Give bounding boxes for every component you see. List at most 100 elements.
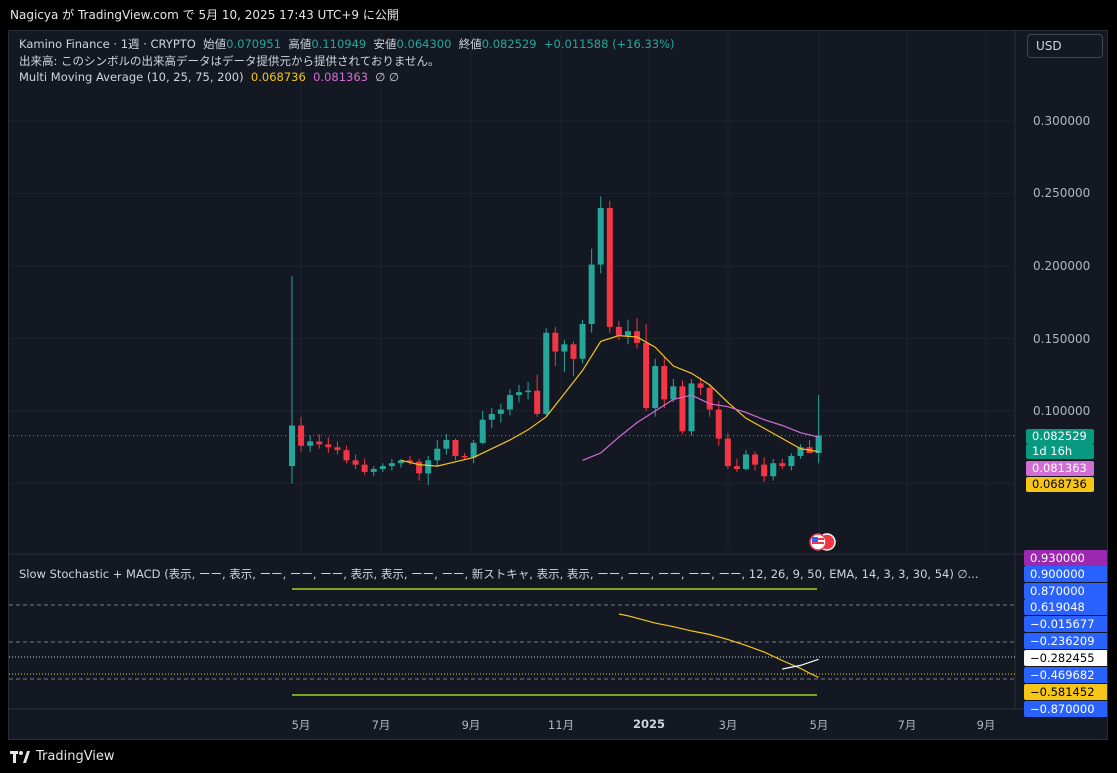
- candle-body: [416, 461, 423, 474]
- candle-body: [488, 413, 495, 420]
- ma-value-fast: 0.068736: [250, 70, 306, 84]
- candle-body: [361, 464, 368, 472]
- candle-body: [506, 395, 513, 410]
- candle-body: [470, 442, 477, 458]
- time-tick: 2025: [632, 717, 666, 731]
- ma-slow-line: [582, 394, 819, 461]
- candle-body: [516, 392, 522, 396]
- time-tick: 7月: [371, 718, 391, 732]
- candle-body: [733, 466, 740, 469]
- symbol-legend: Kamino Finance · 1週 · CRYPTO 始値0.070951 …: [19, 36, 675, 52]
- candle-body: [343, 450, 350, 461]
- candle-body: [525, 390, 532, 393]
- tradingview-logo-icon: [10, 750, 30, 763]
- high-value: 0.110949: [311, 37, 367, 51]
- candle-body: [661, 366, 668, 400]
- candle-body: [761, 464, 768, 477]
- price-tick: 0.150000: [1033, 332, 1091, 346]
- price-tick: 0.300000: [1033, 114, 1091, 128]
- close-value: 0.082529: [481, 37, 537, 51]
- candle-body: [815, 435, 822, 454]
- candle-body: [788, 455, 795, 467]
- osc-tag: −0.236209: [1024, 633, 1107, 649]
- open-label: 始値: [203, 37, 227, 51]
- ma-fast-tag: 0.068736: [1026, 477, 1094, 492]
- osc-tag: −0.870000: [1024, 701, 1107, 717]
- time-tick: 5月: [809, 718, 829, 732]
- time-tick: 9月: [461, 718, 481, 732]
- candle-body: [688, 383, 695, 432]
- osc-tag: 0.619048: [1024, 599, 1107, 615]
- time-tick: 11月: [547, 718, 575, 732]
- candle-body: [434, 448, 441, 461]
- candle-body: [779, 463, 786, 467]
- publish-caption-bar: Nagicya が TradingView.com で 5月 10, 2025 …: [0, 0, 1117, 30]
- candle-body: [388, 463, 395, 467]
- candle-body: [579, 324, 586, 359]
- candle-body: [597, 208, 604, 265]
- time-tick: 7月: [897, 718, 917, 732]
- open-value: 0.070951: [226, 37, 282, 51]
- candle-body: [743, 454, 749, 469]
- low-label: 安値: [373, 37, 397, 51]
- publish-caption: Nagicya が TradingView.com で 5月 10, 2025 …: [10, 8, 399, 22]
- ma-slow-tag: 0.081363: [1026, 461, 1094, 476]
- candle-body: [643, 342, 650, 409]
- osc-tag: 0.870000: [1024, 583, 1107, 599]
- brand-name: TradingView: [36, 749, 115, 764]
- candle-body: [452, 440, 459, 456]
- candle-body: [570, 344, 577, 359]
- price-tick: 0.100000: [1033, 404, 1091, 418]
- low-value: 0.064300: [396, 37, 452, 51]
- footer: TradingView: [0, 740, 1117, 773]
- candle-body: [334, 447, 341, 451]
- price-tick: 0.250000: [1033, 186, 1091, 200]
- candle-body: [652, 366, 659, 409]
- candle-body: [615, 326, 622, 336]
- change-value: +0.011588 (+16.33%): [543, 37, 675, 51]
- candle-body: [543, 332, 550, 414]
- volume-note: 出来高: このシンボルの出来高データはデータ提供元から提供されておりません。: [19, 54, 440, 68]
- ma-fast-line: [400, 334, 819, 467]
- ma-value-slow: 0.081363: [313, 70, 368, 84]
- chart-canvas[interactable]: [9, 31, 1107, 739]
- osc-tag: −0.581452: [1024, 684, 1107, 700]
- oscillator-legend[interactable]: Slow Stochastic + MACD (表示, ーー, 表示, ーー, …: [19, 567, 979, 581]
- candle-body: [624, 331, 631, 336]
- time-tick: 3月: [718, 718, 738, 732]
- osc-tag: 0.930000: [1024, 550, 1107, 566]
- osc-tag: 0.900000: [1024, 566, 1107, 582]
- ma-name: Multi Moving Average (10, 25, 75, 200): [19, 70, 244, 84]
- candle-body: [298, 425, 305, 446]
- us-flag-event-icon[interactable]: [808, 533, 838, 551]
- candle-body: [307, 441, 314, 446]
- candle-body: [325, 444, 332, 448]
- candle-body: [715, 409, 722, 439]
- signal-line: [782, 658, 819, 670]
- candle-body: [497, 409, 504, 414]
- candle-body: [670, 386, 677, 400]
- candle-body: [588, 264, 595, 324]
- candle-body: [706, 387, 713, 410]
- candle-body: [370, 469, 377, 472]
- candle-body: [697, 383, 704, 388]
- tradingview-logo[interactable]: TradingView: [10, 749, 115, 764]
- candle-body: [352, 460, 359, 465]
- candle-body: [379, 466, 386, 469]
- close-label: 終値: [458, 37, 482, 51]
- ma-legend[interactable]: Multi Moving Average (10, 25, 75, 200) 0…: [19, 70, 399, 84]
- candle-body: [679, 386, 686, 432]
- candle-body: [534, 390, 541, 414]
- chart-frame[interactable]: Kamino Finance · 1週 · CRYPTO 始値0.070951 …: [8, 30, 1108, 740]
- candle-body: [289, 425, 295, 467]
- price-tick: 0.200000: [1033, 259, 1091, 273]
- macd-line: [618, 613, 819, 679]
- osc-tag: −0.282455: [1024, 650, 1107, 666]
- countdown-tag: 1d 16h: [1026, 444, 1094, 459]
- symbol-name[interactable]: Kamino Finance · 1週 · CRYPTO: [19, 37, 196, 51]
- candle-body: [425, 460, 432, 474]
- currency-button[interactable]: USD: [1027, 34, 1103, 58]
- candle-body: [752, 454, 759, 465]
- candle-body: [561, 344, 568, 352]
- last-price-tag: 0.082529: [1026, 429, 1094, 444]
